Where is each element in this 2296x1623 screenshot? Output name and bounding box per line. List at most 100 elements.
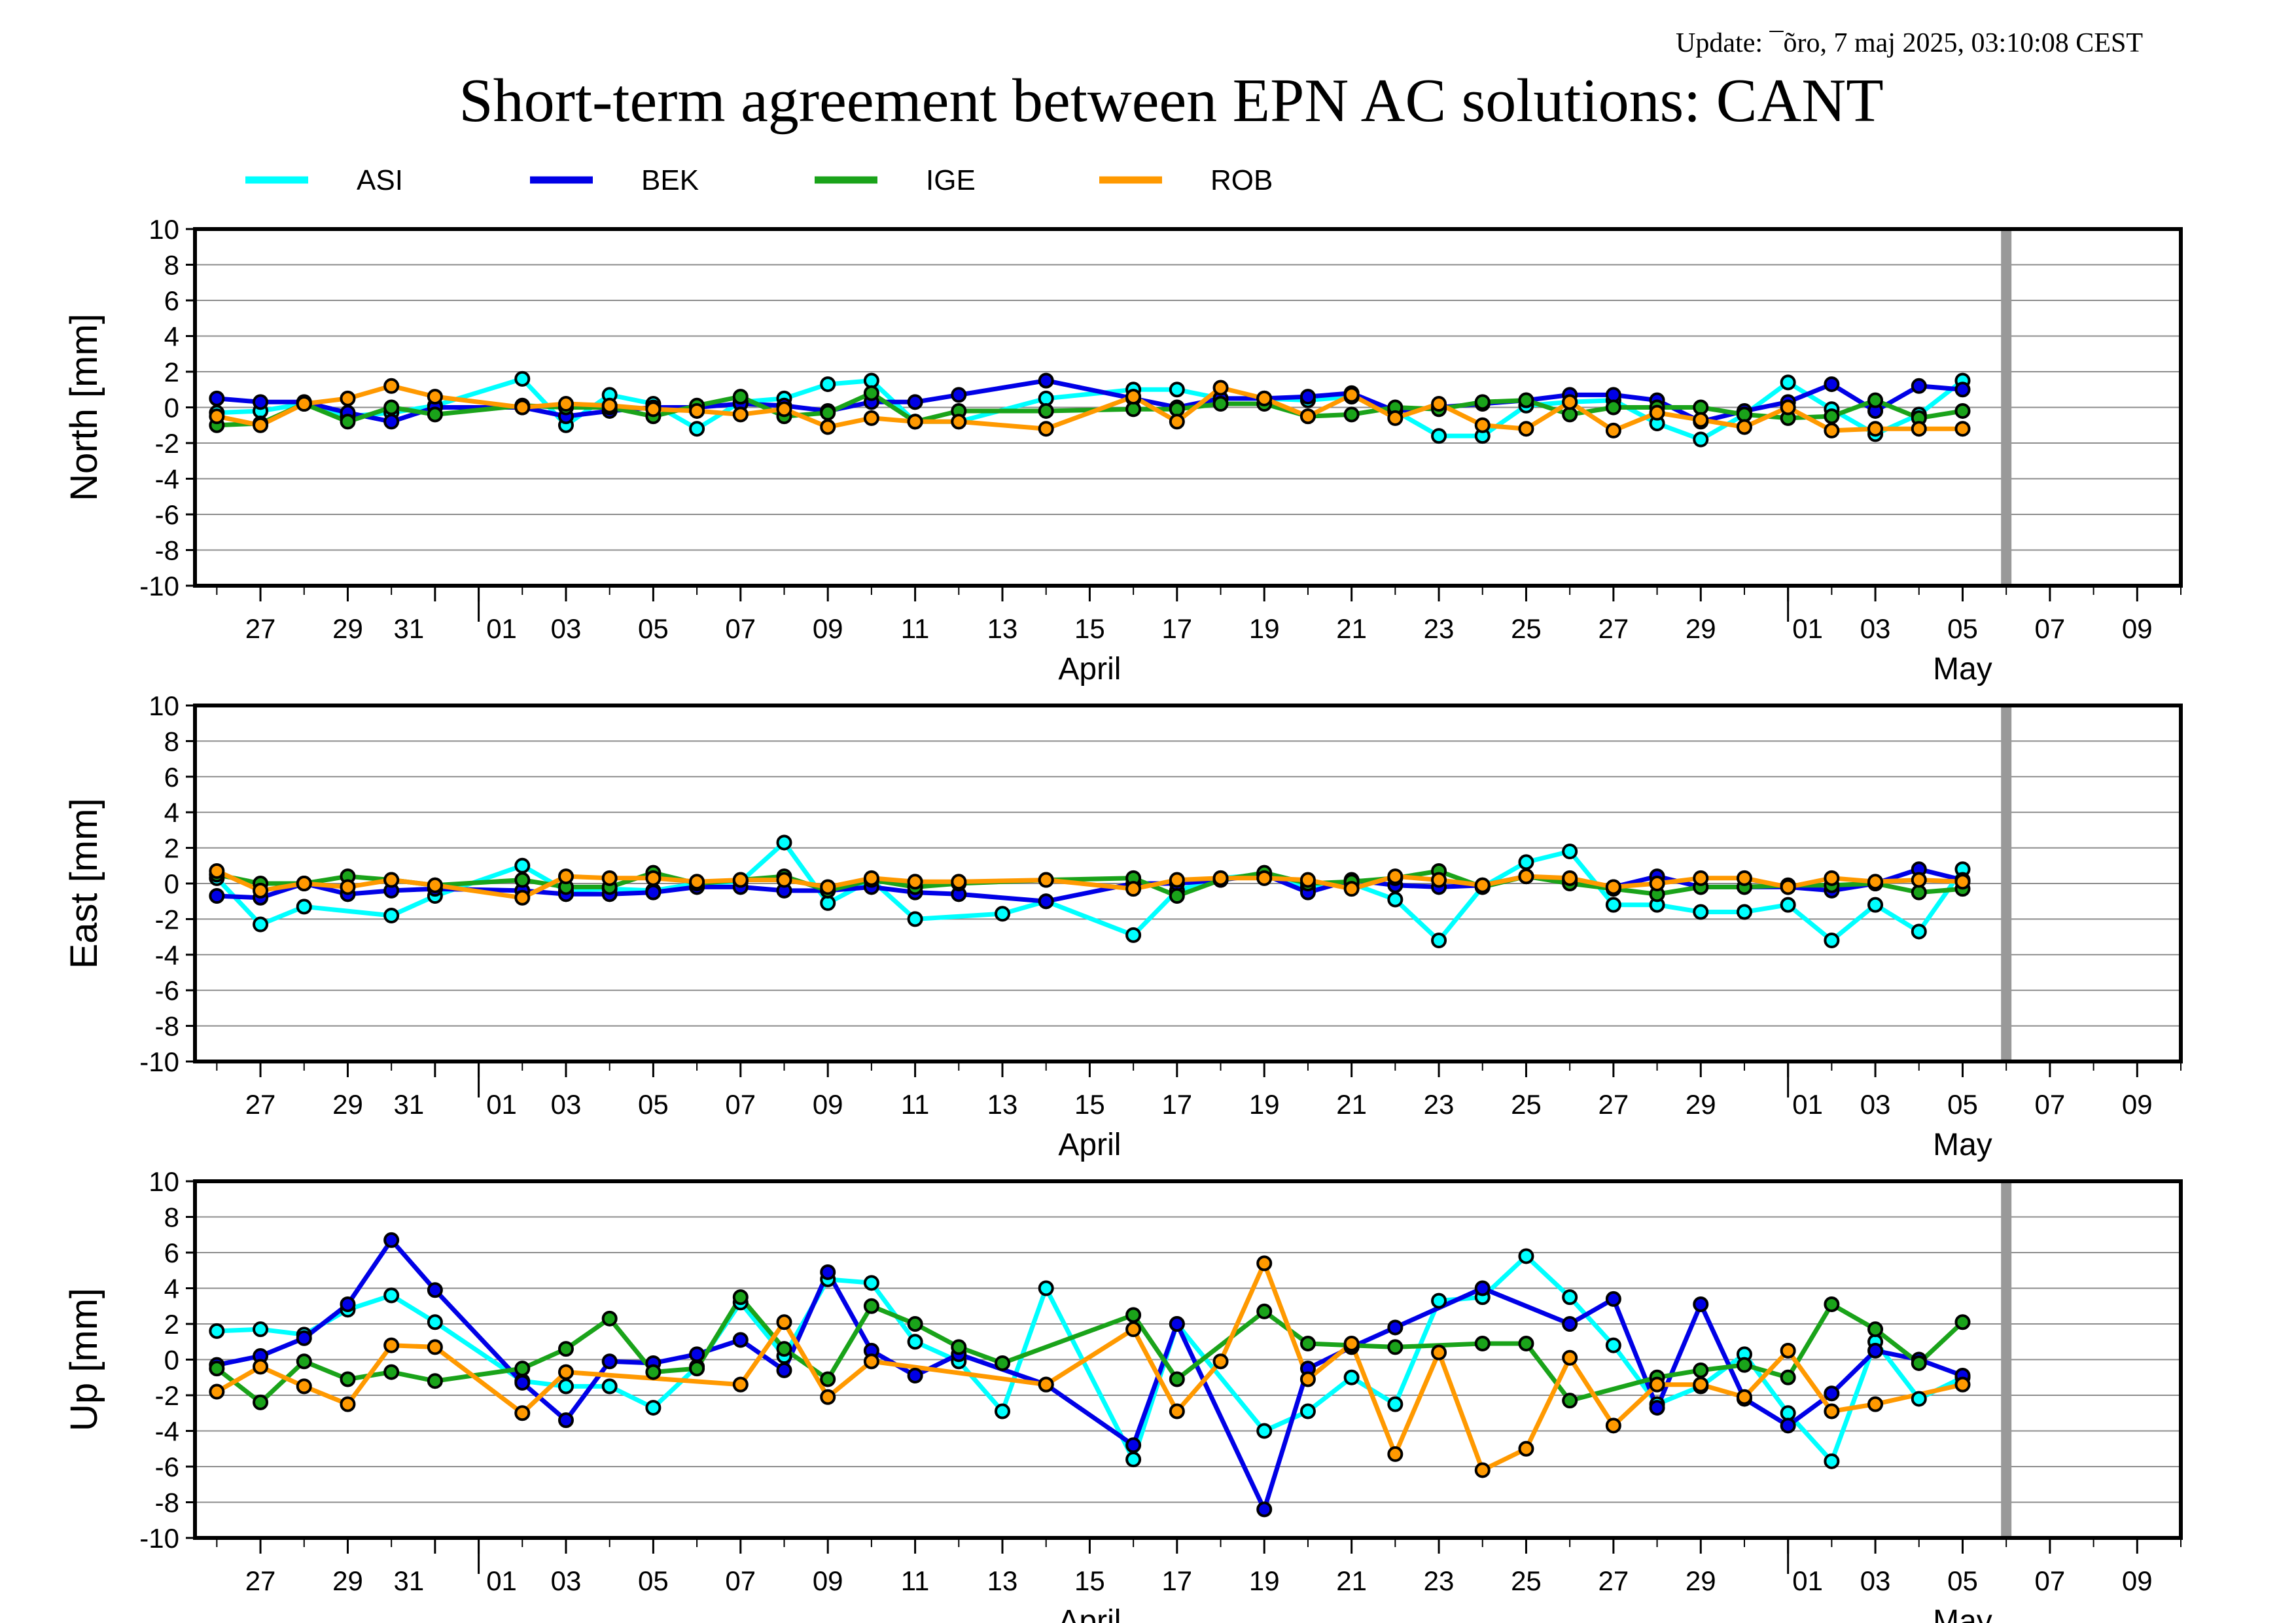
x-tick-label: 07 (725, 1565, 756, 1596)
data-point-ige (1824, 1296, 1840, 1313)
x-tick-label: 03 (1860, 1089, 1891, 1120)
data-point-bek (1038, 372, 1054, 389)
y-tick-label: 0 (164, 1345, 179, 1376)
data-point-ige (645, 1364, 662, 1380)
data-point-rob (1169, 414, 1185, 430)
data-point-rob (1256, 870, 1273, 886)
data-point-bek (1387, 1319, 1404, 1336)
x-month-label: May (1933, 1128, 1992, 1162)
data-point-ige (820, 404, 836, 421)
x-tick-label: 19 (1249, 1089, 1280, 1120)
data-point-asi (1824, 933, 1840, 949)
data-point-ige (1562, 406, 1578, 423)
data-point-rob (340, 1396, 356, 1412)
data-point-bek (427, 1282, 443, 1298)
x-tick-label: 17 (1161, 1565, 1192, 1596)
panel-2: 10 8 6 4 2 0 -2 -4 -6 -8 -10 Up [mm] 27 29 31 01 03 05 07 0… (63, 1166, 2183, 1623)
data-point-bek (1474, 1280, 1491, 1296)
data-point-rob (1387, 410, 1404, 426)
data-point-asi (514, 370, 531, 387)
data-point-ige (1736, 1357, 1752, 1373)
x-tick-label: 17 (1161, 1089, 1192, 1120)
data-point-asi (995, 1403, 1011, 1419)
x-tick-label: 09 (813, 1089, 843, 1120)
data-point-rob (1299, 872, 1316, 888)
data-point-ige (427, 1373, 443, 1389)
data-point-rob (1911, 872, 1927, 888)
data-point-rob (1038, 872, 1054, 888)
data-point-asi (1693, 904, 1709, 920)
data-point-rob (427, 389, 443, 405)
data-point-ige (1824, 408, 1840, 425)
x-month-label: May (1933, 652, 1992, 687)
x-tick-label: 07 (2035, 1089, 2066, 1120)
data-point-rob (1299, 1371, 1316, 1387)
data-point-ige (1518, 392, 1534, 408)
data-point-ige (951, 1339, 967, 1355)
data-point-asi (1780, 897, 1796, 913)
data-point-asi (1780, 374, 1796, 391)
x-month-label: April (1058, 1128, 1121, 1162)
data-point-rob (1299, 408, 1316, 425)
data-point-rob (1562, 394, 1578, 410)
x-tick-label: 31 (394, 1089, 425, 1120)
data-point-rob (1736, 1389, 1752, 1405)
data-point-ige (732, 1289, 749, 1306)
data-point-ige (296, 1353, 312, 1370)
data-point-asi (1125, 927, 1142, 943)
data-point-rob (253, 1359, 269, 1375)
data-point-asi (689, 421, 705, 437)
data-point-ige (863, 385, 879, 401)
data-point-rob (1431, 872, 1447, 888)
data-point-rob (689, 874, 705, 890)
y-tick-label: 8 (164, 250, 179, 281)
data-point-bek (296, 1330, 312, 1346)
y-tick-label: -8 (155, 1488, 179, 1518)
data-point-ige (863, 1298, 879, 1314)
y-tick-label: 2 (164, 833, 179, 864)
data-point-ige (1736, 406, 1752, 423)
x-tick-label: 23 (1424, 1089, 1455, 1120)
data-point-bek (951, 387, 967, 403)
data-point-bek (383, 414, 400, 430)
data-point-rob (1954, 874, 1971, 890)
y-tick-label: 6 (164, 285, 179, 316)
data-point-bek (689, 1346, 705, 1363)
x-tick-label: 01 (486, 1089, 517, 1120)
data-point-ige (1038, 402, 1054, 419)
data-point-rob (1125, 389, 1142, 405)
data-point-bek (1649, 1400, 1665, 1416)
x-tick-label: 03 (551, 1565, 582, 1596)
data-point-bek (1299, 389, 1316, 405)
data-point-ige (383, 1364, 400, 1380)
data-point-asi (1431, 933, 1447, 949)
data-point-ige (427, 406, 443, 423)
x-tick-label: 27 (1598, 1089, 1629, 1120)
legend-label-bek: BEK (641, 164, 699, 196)
data-point-ige (1693, 399, 1709, 416)
data-point-asi (1431, 428, 1447, 444)
data-point-rob (1474, 1462, 1491, 1478)
data-point-rob (863, 410, 879, 426)
data-point-rob (1431, 396, 1447, 412)
data-point-rob (1387, 868, 1404, 885)
x-tick-label: 01 (486, 1565, 517, 1596)
data-point-rob (1169, 1403, 1185, 1419)
data-point-rob (1212, 380, 1229, 396)
legend-label-ige: IGE (926, 164, 976, 196)
data-point-rob (1867, 874, 1884, 890)
data-point-ige (1343, 406, 1360, 423)
data-point-bek (1824, 376, 1840, 393)
current-day-marker (2001, 1181, 2012, 1538)
y-axis-label: East [mm] (63, 798, 105, 969)
data-point-ige (1780, 1369, 1796, 1385)
data-point-asi (209, 1323, 225, 1339)
data-point-rob (427, 1339, 443, 1355)
x-tick-label: 25 (1511, 1565, 1542, 1596)
data-point-bek (776, 1362, 792, 1378)
data-point-rob (557, 868, 574, 885)
y-tick-label: -8 (155, 535, 179, 566)
x-tick-label: 11 (901, 1089, 930, 1120)
data-point-asi (253, 1321, 269, 1338)
data-point-rob (732, 872, 749, 888)
